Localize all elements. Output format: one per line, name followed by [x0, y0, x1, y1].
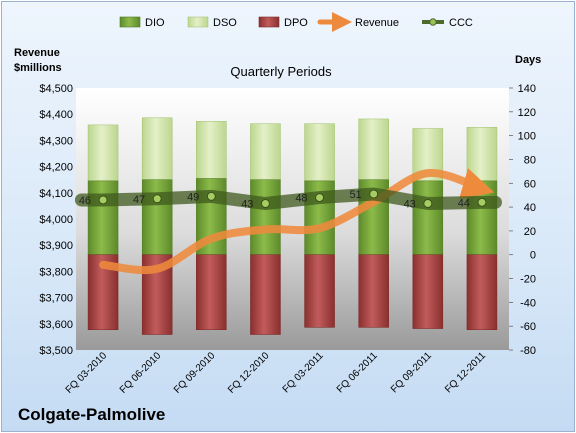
x-tick-label: FQ 09-2010 [172, 350, 218, 396]
y-left-tick-label: $4,400 [39, 109, 73, 121]
y-left-tick-label: $4,100 [39, 188, 73, 200]
y-left-axis: $3,500 $3,600 $3,700 $3,800 $3,900 $4,000 $4,1… [39, 83, 73, 357]
plot-area [76, 88, 509, 350]
legend-swatch-dpo [258, 16, 280, 28]
ccc-data-label: 43 [241, 199, 253, 211]
y-left-tick-label: $3,500 [39, 345, 73, 357]
ccc-point [423, 199, 433, 209]
revenue-line [99, 168, 495, 275]
ccc-data-label: 46 [79, 195, 91, 207]
bar-dso [250, 123, 281, 180]
bar-dso [87, 124, 119, 182]
bar-dpo [196, 254, 227, 331]
ccc-data-label: 43 [404, 199, 416, 211]
y-right-tick-label: 40 [524, 202, 536, 214]
legend-swatch-dso [187, 16, 209, 28]
legend-swatch-ccc-dot [429, 18, 437, 26]
bar-dso [196, 121, 227, 179]
ccc-data-label: 51 [349, 189, 361, 201]
legend: DIO DSO DPO Revenue CCC [119, 12, 473, 32]
y-right-tick-label: 0 [530, 250, 536, 262]
y-right-tick-label: -20 [520, 274, 536, 286]
y-right-tick-label: 120 [518, 107, 536, 119]
x-tick-label: FQ 06-2011 [335, 350, 380, 395]
bar-dio [87, 180, 119, 255]
y-right-tick-label: -60 [520, 321, 536, 333]
ccc-point [152, 194, 162, 204]
y-left-title-line1: Revenue [14, 47, 60, 59]
revenue-series [99, 168, 495, 275]
y-right-tick-label: 140 [518, 83, 536, 95]
chart-title: Quarterly Periods [230, 64, 332, 79]
ccc-data-label: 44 [458, 197, 470, 209]
bar-dpo [466, 254, 498, 331]
y-right-tick-label: 100 [518, 131, 536, 143]
x-tick-label: FQ 03-2011 [281, 350, 326, 395]
y-left-tick-label: $4,300 [39, 135, 73, 147]
y-right-tick-label: -40 [520, 297, 536, 309]
bar-dso [466, 127, 498, 182]
x-axis: FQ 03-2010 FQ 06-2010 FQ 09-2010 FQ 12-2010… [64, 350, 489, 396]
bar-dio [141, 179, 173, 255]
x-tick-label: FQ 09-2011 [389, 350, 434, 395]
ccc-series: 46 47 49 43 48 51 43 44 [74, 187, 502, 211]
y-right-title: Days [515, 54, 541, 66]
legend-swatch-dio [119, 16, 141, 28]
ccc-point [477, 197, 487, 207]
bar-dpo [412, 254, 444, 329]
ccc-point [315, 193, 325, 203]
ccc-point [369, 189, 379, 199]
bar-dpo [250, 254, 281, 335]
y-left-title-line2: $millions [14, 62, 62, 74]
x-tick-label: FQ 12-2010 [226, 350, 272, 396]
company-name: Colgate-Palmolive [18, 405, 165, 424]
bar-dso [358, 118, 389, 180]
bar-dso [141, 117, 173, 180]
ccc-point [98, 195, 108, 205]
y-right-axis: -80 -60 -40 -20 0 20 40 60 80 100 120 140 [509, 83, 536, 357]
y-right-tick-label: -80 [520, 345, 536, 357]
bar-dso [304, 123, 335, 182]
legend-label-revenue: Revenue [355, 17, 399, 29]
y-left-tick-label: $3,800 [39, 266, 73, 278]
legend-label-dio: DIO [145, 17, 165, 29]
y-left-tick-label: $3,900 [39, 240, 73, 252]
y-left-tick-label: $4,500 [39, 83, 73, 95]
bar-dpo [358, 254, 389, 328]
bar-dio [412, 180, 444, 255]
y-right-tick-label: 20 [524, 226, 536, 238]
ccc-line [74, 187, 502, 211]
ccc-point [260, 199, 270, 209]
bar-dio [250, 179, 281, 255]
bar-dpo [304, 254, 335, 328]
y-left-tick-label: $3,700 [39, 293, 73, 305]
y-right-tick-label: 80 [524, 154, 536, 166]
y-left-tick-label: $4,200 [39, 162, 73, 174]
legend-label-dso: DSO [213, 17, 237, 29]
legend-label-dpo: DPO [284, 17, 308, 29]
ccc-data-label: 48 [295, 193, 307, 205]
legend-label-ccc: CCC [449, 17, 473, 29]
y-left-tick-label: $3,600 [39, 319, 73, 331]
y-left-tick-label: $4,000 [39, 214, 73, 226]
ccc-data-label: 47 [133, 194, 145, 206]
y-right-tick-label: 60 [524, 178, 536, 190]
ccc-data-label: 49 [187, 191, 199, 203]
x-tick-label: FQ 12-2011 [443, 350, 488, 395]
ccc-point [206, 191, 216, 201]
x-tick-label: FQ 06-2010 [118, 350, 164, 396]
